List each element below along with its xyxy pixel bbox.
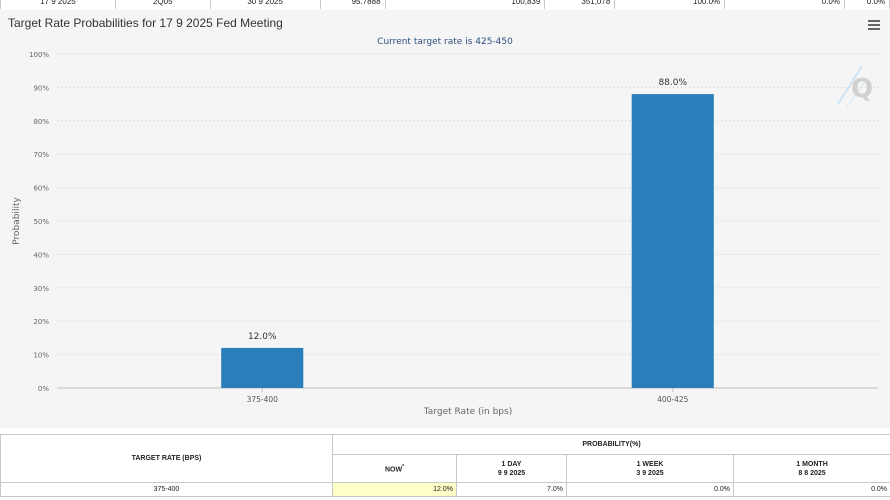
- x-tick-label: 400-425: [657, 395, 689, 404]
- chart-panel: Target Rate Probabilities for 17 9 2025 …: [0, 10, 890, 428]
- data-label: 12.0%: [248, 332, 277, 342]
- footnote-marker: *: [402, 463, 405, 470]
- table-row: 375-400 12.0% 7.0% 0.0% 0.0%: [0, 482, 890, 497]
- q-logo-icon: Q: [837, 65, 873, 109]
- column-label: 1 MONTH: [796, 460, 828, 468]
- column-date: 9 9 2025: [497, 469, 526, 477]
- one-month-probability-cell: 0.0%: [732, 482, 890, 497]
- data-label: 88.0%: [658, 78, 687, 88]
- summary-cell: 0.0%: [724, 0, 845, 9]
- y-tick-label: 60%: [33, 185, 49, 193]
- now-probability-cell: 12.0%: [332, 482, 457, 497]
- probability-table: TARGET RATE (BPS) PROBABILITY(%) NOW* 1 …: [0, 434, 890, 497]
- column-header-1-day: 1 DAY 9 9 2025: [456, 454, 567, 483]
- summary-cell: 351,078: [544, 0, 616, 9]
- bar[interactable]: [221, 347, 304, 388]
- y-tick-label: 40%: [33, 251, 49, 259]
- y-tick-label: 100%: [29, 51, 49, 59]
- bar[interactable]: [631, 94, 714, 388]
- y-axis-label: Probability: [12, 197, 22, 245]
- y-tick-label: 20%: [33, 318, 49, 326]
- summary-cell: 100.0%: [614, 0, 726, 9]
- y-tick-label: 50%: [33, 218, 49, 226]
- chart-title: Target Rate Probabilities for 17 9 2025 …: [8, 16, 283, 30]
- summary-cell: 17 9 2025: [0, 0, 116, 9]
- column-date: 3 9 2025: [636, 469, 664, 477]
- one-week-probability-cell: 0.0%: [566, 482, 734, 497]
- y-tick-label: 10%: [33, 352, 49, 360]
- target-rate-header: TARGET RATE (BPS): [0, 434, 333, 483]
- x-axis-label: Target Rate (in bps): [423, 407, 512, 417]
- bar-chart: Current target rate is 425-450 Q 0% 10% 20…: [12, 37, 878, 417]
- summary-cell: 30 9 2025: [209, 0, 321, 9]
- column-label: NOW: [384, 466, 403, 474]
- summary-cell: 2Q05: [114, 0, 211, 9]
- y-tick-label: 0%: [38, 385, 49, 393]
- summary-cell: 0.0%: [843, 0, 890, 9]
- probability-header: PROBABILITY(%): [331, 434, 890, 455]
- y-tick-label: 70%: [33, 151, 49, 159]
- one-day-probability-cell: 7.0%: [456, 482, 567, 497]
- column-label: 1 WEEK: [636, 460, 664, 468]
- summary-row-partial: 17 9 2025 2Q05 30 9 2025 95.7888 100,839…: [0, 0, 890, 9]
- svg-text:Q: Q: [851, 74, 873, 104]
- summary-cell: 95.7888: [319, 0, 386, 9]
- y-tick-label: 90%: [33, 84, 49, 92]
- x-tick-label: 375-400: [247, 395, 279, 404]
- column-header-1-week: 1 WEEK 3 9 2025: [566, 454, 734, 483]
- hamburger-menu-icon[interactable]: [868, 20, 880, 30]
- y-tick-label: 80%: [33, 118, 49, 126]
- y-tick-label: 30%: [33, 285, 49, 293]
- target-rate-cell: 375-400: [0, 482, 333, 497]
- column-date: 8 8 2025: [798, 469, 826, 477]
- column-header-1-month: 1 MONTH 8 8 2025: [732, 454, 890, 483]
- chart-subtitle: Current target rate is 425-450: [377, 37, 513, 47]
- summary-cell: 100,839: [384, 0, 546, 9]
- column-label: 1 DAY: [501, 460, 522, 468]
- column-header-now: NOW*: [332, 454, 457, 483]
